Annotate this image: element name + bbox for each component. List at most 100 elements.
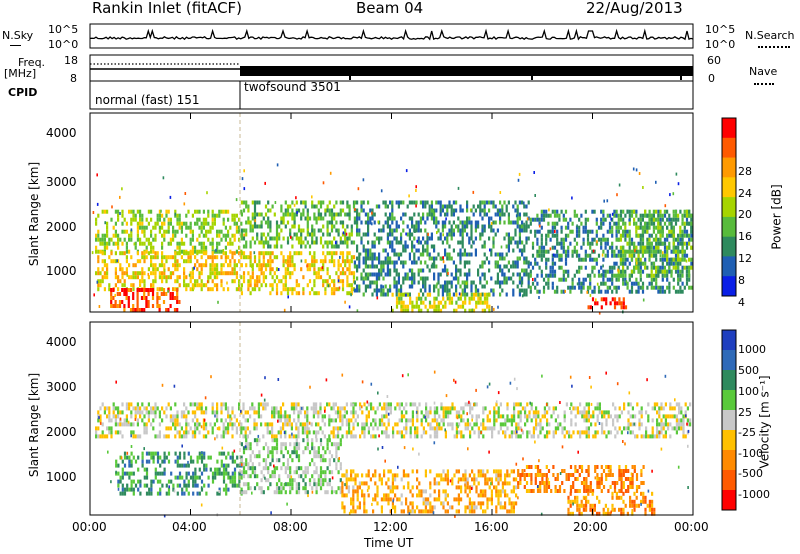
data-cell xyxy=(586,217,590,222)
data-cell xyxy=(211,251,214,256)
data-cell xyxy=(183,267,186,272)
data-cell xyxy=(103,410,106,415)
data-cell xyxy=(536,261,539,266)
data-cell xyxy=(389,216,392,221)
data-cell xyxy=(679,229,682,234)
data-cell xyxy=(163,217,166,222)
data-cell xyxy=(606,277,609,282)
data-cell xyxy=(273,410,276,415)
data-cell xyxy=(512,204,515,209)
data-cell xyxy=(297,466,301,471)
data-cell xyxy=(187,225,190,230)
data-cell xyxy=(404,304,407,309)
data-cell xyxy=(118,300,122,304)
data-cell xyxy=(169,237,172,242)
data-cell xyxy=(631,406,634,411)
data-cell xyxy=(597,285,601,290)
data-cell xyxy=(233,414,236,419)
data-cell xyxy=(681,233,684,238)
data-cell xyxy=(231,422,234,427)
data-cell xyxy=(554,430,557,435)
data-cell xyxy=(183,221,186,226)
data-cell xyxy=(207,475,210,480)
data-cell xyxy=(526,430,529,435)
data-cell xyxy=(132,430,135,435)
data-cell xyxy=(200,283,203,288)
data-cell xyxy=(402,228,405,233)
data-cell xyxy=(450,236,453,241)
data-cell xyxy=(311,255,314,260)
data-cell xyxy=(668,245,671,250)
data-cell xyxy=(167,225,170,230)
data-cell xyxy=(106,414,109,419)
data-cell xyxy=(651,426,654,431)
data-cell xyxy=(433,216,436,221)
data-cell xyxy=(269,271,272,276)
data-cell xyxy=(363,430,366,435)
data-cell xyxy=(641,241,645,246)
data-cell xyxy=(386,224,389,229)
data-cell xyxy=(666,245,669,250)
data-cell xyxy=(582,277,585,282)
data-cell xyxy=(279,418,282,423)
data-cell xyxy=(536,229,539,234)
data-cell xyxy=(422,292,425,297)
data-cell xyxy=(597,237,601,242)
data-cell xyxy=(112,296,115,300)
data-cell xyxy=(375,256,378,261)
data-cell xyxy=(391,200,394,205)
data-cell xyxy=(216,283,219,288)
data-cell xyxy=(145,430,148,435)
data-cell xyxy=(216,213,219,218)
data-cell xyxy=(615,225,618,230)
data-cell xyxy=(386,216,389,221)
data-cell xyxy=(97,237,100,242)
data-cell xyxy=(391,232,394,237)
data-cell xyxy=(685,213,688,218)
data-cell xyxy=(655,209,658,214)
data-cell xyxy=(688,237,691,242)
data-cell xyxy=(185,487,188,492)
data-cell xyxy=(123,288,126,292)
data-cell xyxy=(519,418,522,423)
data-cell xyxy=(93,293,95,297)
data-cell xyxy=(367,248,370,253)
data-cell xyxy=(519,426,522,431)
data-cell xyxy=(289,454,292,459)
data-cell xyxy=(276,163,279,167)
data-cell xyxy=(335,287,338,292)
data-cell xyxy=(262,474,265,479)
data-cell xyxy=(352,271,356,276)
data-cell xyxy=(395,292,398,297)
data-cell xyxy=(216,287,219,292)
data-cell xyxy=(548,430,551,435)
data-cell xyxy=(666,233,669,238)
data-cell xyxy=(335,241,337,245)
data-cell xyxy=(524,422,527,427)
data-cell xyxy=(523,212,526,217)
nave-band xyxy=(240,66,693,76)
data-cell xyxy=(238,259,241,264)
data-cell xyxy=(112,304,115,308)
data-cell xyxy=(682,414,685,419)
data-cell xyxy=(242,414,245,419)
data-cell xyxy=(639,249,642,254)
data-cell xyxy=(194,283,197,288)
data-cell xyxy=(557,426,560,431)
data-cell xyxy=(151,296,155,300)
data-cell xyxy=(622,273,625,278)
data-cell xyxy=(668,241,671,246)
data-cell xyxy=(196,422,199,427)
data-cell xyxy=(679,225,682,230)
data-cell xyxy=(242,402,245,407)
data-cell xyxy=(324,240,327,245)
data-cell xyxy=(411,224,414,229)
data-cell xyxy=(136,288,139,292)
data-cell xyxy=(422,284,425,289)
data-cell xyxy=(273,474,276,479)
data-cell xyxy=(663,265,666,270)
data-cell xyxy=(282,414,285,419)
data-cell xyxy=(466,284,469,289)
data-cell xyxy=(547,213,550,218)
data-cell xyxy=(106,275,109,280)
